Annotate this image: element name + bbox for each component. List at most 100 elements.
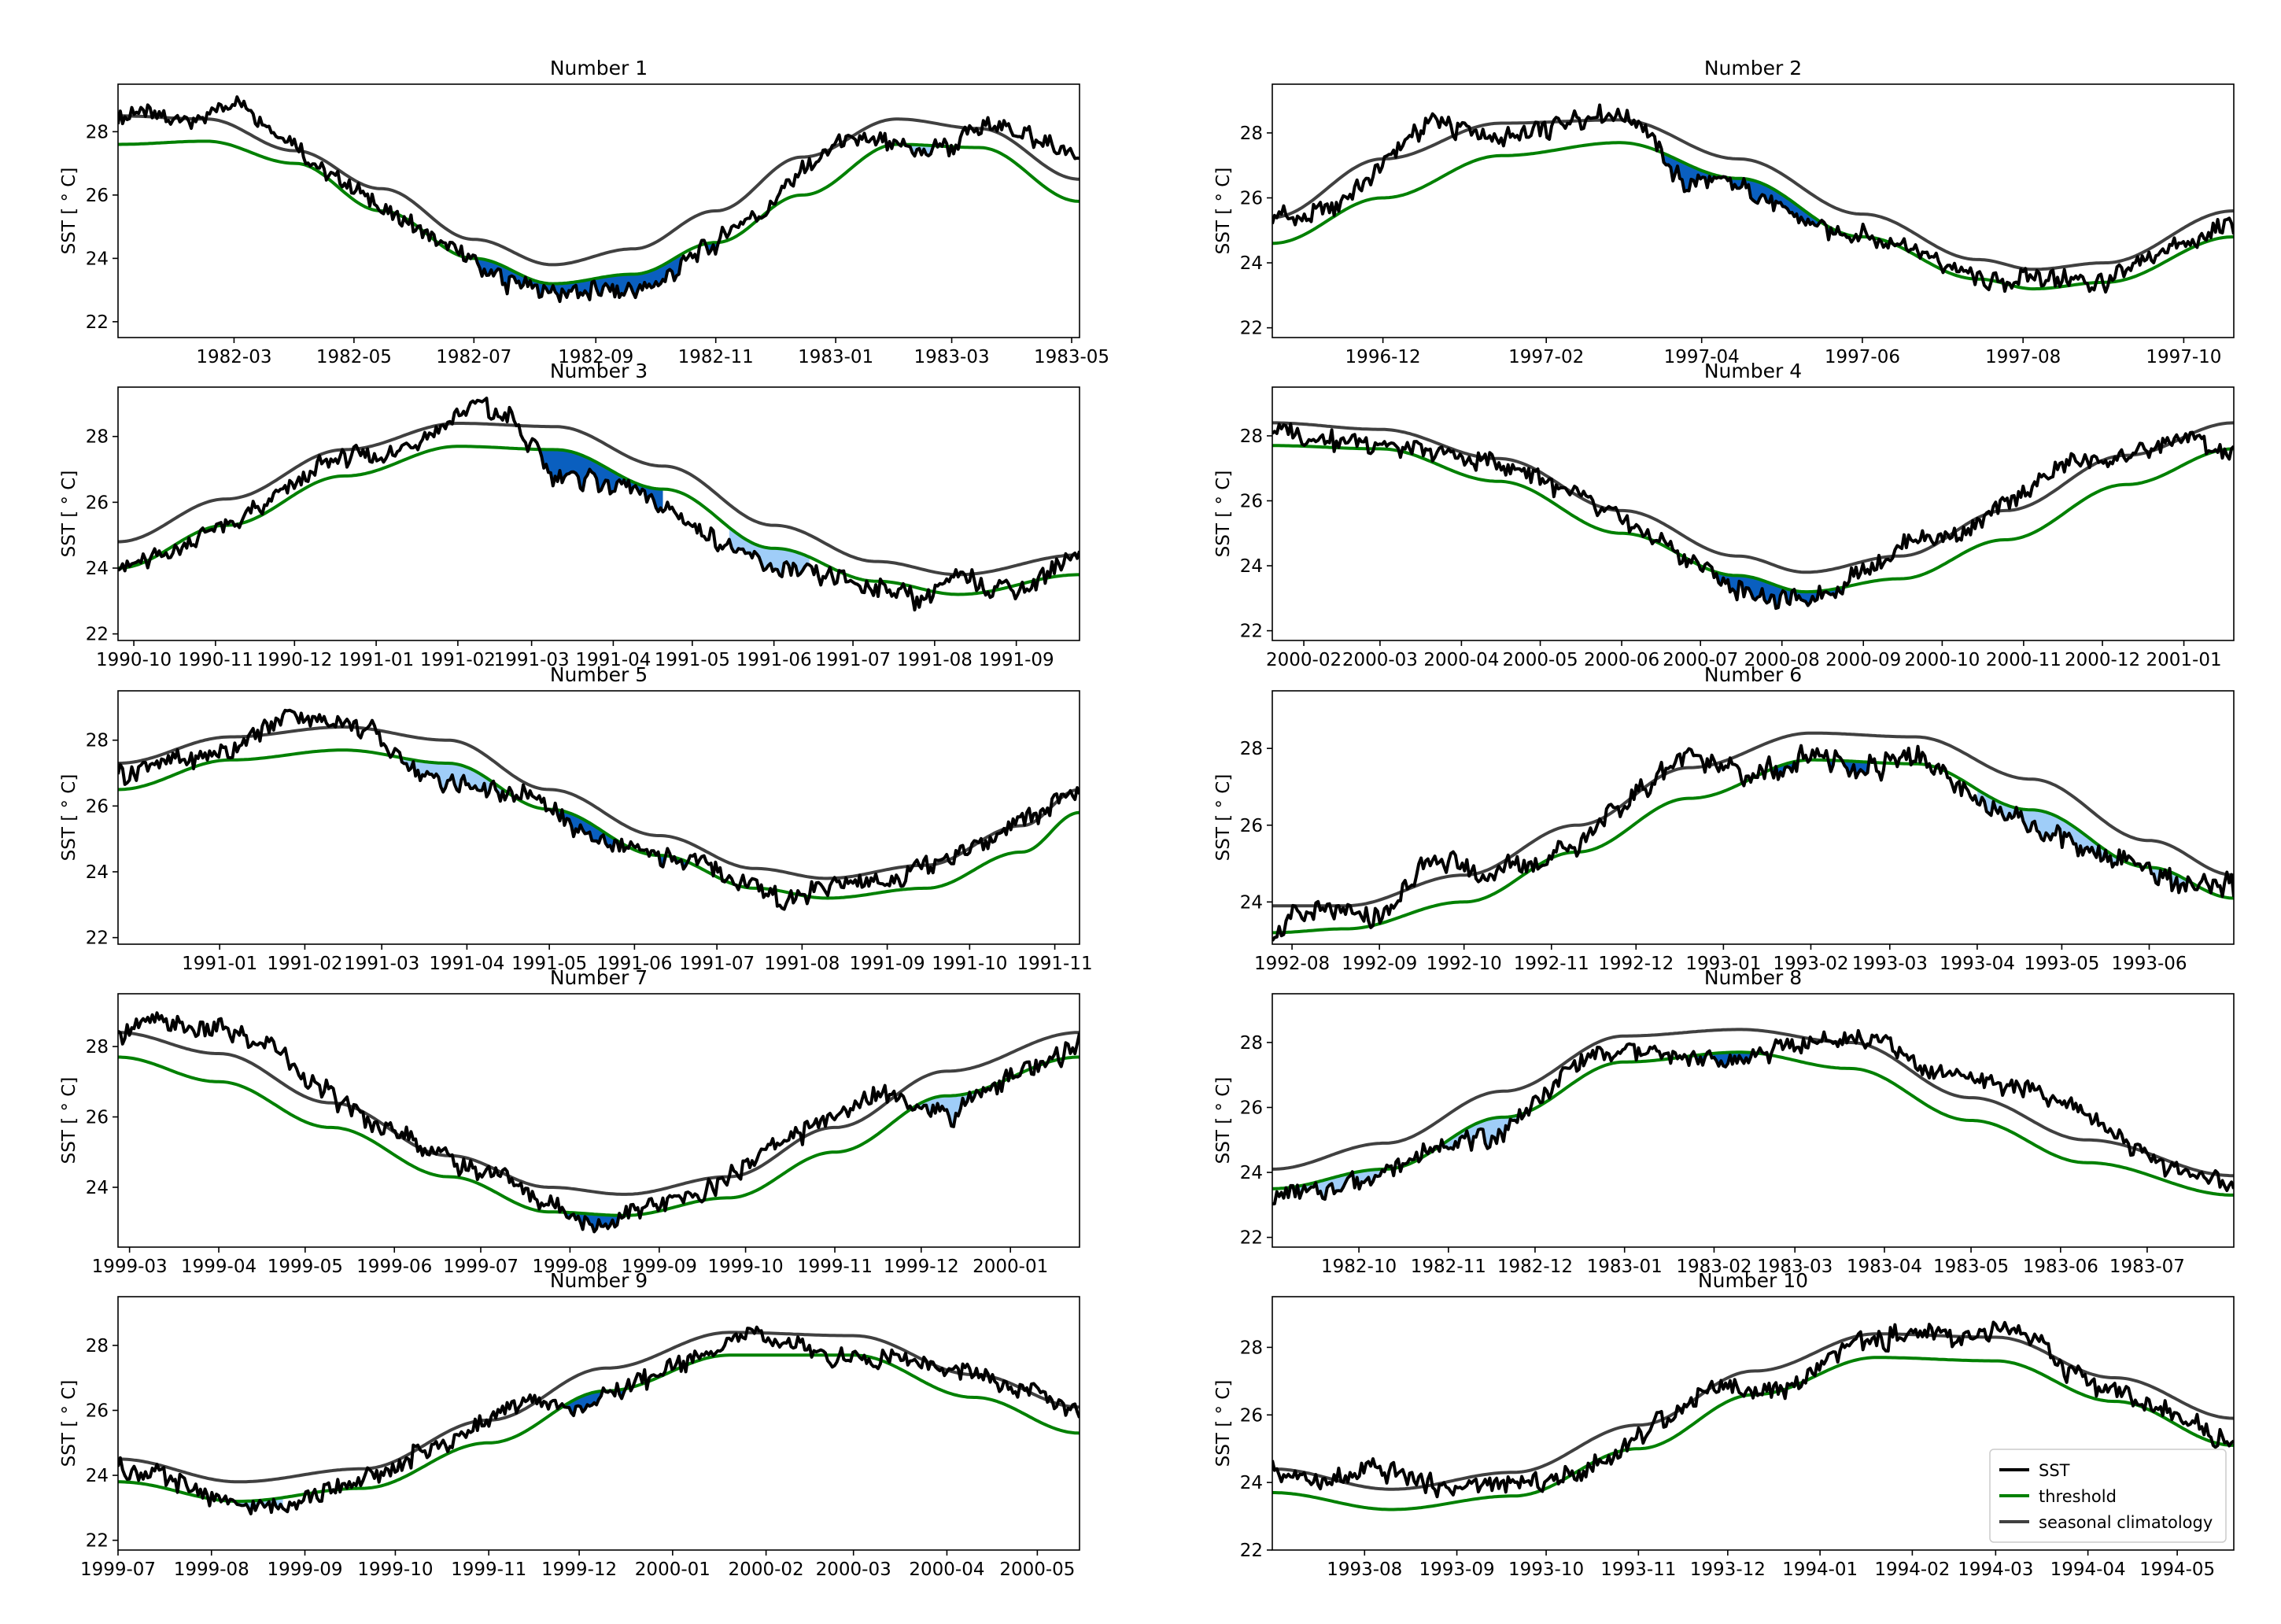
y-tick-label: 24	[86, 249, 109, 269]
y-axis-label: SST [ ° C]	[59, 1077, 79, 1164]
x-tick-label: 1999-11	[451, 1559, 526, 1580]
x-tick-label: 1990-11	[178, 650, 253, 670]
x-tick-label: 1997-04	[1664, 347, 1740, 367]
x-tick-label: 1982-11	[678, 347, 754, 367]
threshold-line	[1272, 141, 2234, 291]
y-tick-label: 26	[86, 1108, 109, 1128]
x-tick-label: 1991-09	[979, 650, 1054, 670]
y-tick-label: 24	[1240, 1163, 1263, 1183]
sst-line	[1272, 1320, 2234, 1499]
x-tick-label: 1997-06	[1825, 347, 1900, 367]
x-tick-label: 1983-02	[1676, 1257, 1751, 1277]
sst-line	[1272, 423, 2234, 611]
x-tick-label: 1993-05	[2024, 954, 2099, 974]
threshold-line	[118, 1055, 1080, 1217]
x-tick-label: 2000-02	[1266, 650, 1342, 670]
x-tick-label: 1991-08	[897, 650, 973, 670]
x-tick-label: 1982-05	[316, 347, 392, 367]
seasonal-climatology-line	[118, 422, 1080, 577]
x-tick-label: 2000-01	[973, 1257, 1048, 1277]
seasonal-climatology-line	[118, 114, 1080, 267]
event-fill-1	[463, 254, 681, 302]
panel-title: Number 4	[1704, 360, 1802, 382]
x-tick-label: 2000-04	[909, 1559, 984, 1580]
x-tick-label: 1999-09	[622, 1257, 697, 1277]
panel-title: Number 10	[1698, 1269, 1808, 1292]
y-tick-label: 24	[1240, 253, 1263, 274]
x-tick-label: 1992-09	[1342, 954, 1417, 974]
x-tick-label: 2000-03	[1342, 650, 1418, 670]
panel-title: Number 3	[550, 360, 648, 382]
x-tick-label: 1999-08	[174, 1559, 249, 1580]
threshold-line	[118, 445, 1080, 596]
x-tick-label: 1991-04	[429, 954, 504, 974]
sst-line	[118, 1325, 1080, 1515]
x-tick-label: 1991-05	[655, 650, 730, 670]
y-tick-label: 24	[86, 1178, 109, 1198]
x-tick-label: 1991-03	[494, 650, 570, 670]
x-tick-label: 1991-06	[596, 954, 672, 974]
y-tick-label: 24	[1240, 892, 1263, 913]
x-tick-label: 1991-01	[338, 650, 414, 670]
x-tick-label: 1999-05	[268, 1257, 343, 1277]
event-fill-2	[905, 1086, 991, 1127]
x-tick-label: 1991-08	[764, 954, 840, 974]
x-tick-label: 1991-03	[344, 954, 419, 974]
y-tick-label: 26	[86, 186, 109, 206]
x-tick-label: 1991-07	[679, 954, 755, 974]
threshold-line	[118, 1353, 1080, 1504]
axes-frame	[117, 690, 1080, 945]
x-tick-label: 1997-10	[2146, 347, 2221, 367]
threshold-line	[1272, 1050, 2234, 1197]
legend-label: SST	[2039, 1461, 2070, 1480]
y-tick-label: 22	[86, 625, 109, 645]
x-tick-label: 1993-10	[1508, 1559, 1584, 1580]
panel-6: 24 26 28 1992-08 1992-09 1992-10 1992-11 1992-1…	[1213, 663, 2235, 974]
x-tick-label: 1999-03	[92, 1257, 168, 1277]
axes-frame	[117, 83, 1080, 338]
y-tick-label: 26	[1240, 816, 1263, 836]
y-tick-label: 28	[86, 427, 109, 448]
x-tick-label: 2000-12	[2065, 650, 2140, 670]
y-tick-label: 26	[1240, 1405, 1263, 1426]
y-tick-label: 22	[86, 312, 109, 333]
y-axis-label: SST [ ° C]	[59, 168, 79, 255]
y-tick-label: 28	[1240, 1033, 1263, 1054]
panel-1: 22 24 26 28 1982-03 1982-05 1982-07 1982-09 1982…	[59, 57, 1109, 367]
panel-title: Number 8	[1704, 966, 1802, 989]
y-axis-label: SST [ ° C]	[1213, 168, 1234, 255]
x-tick-label: 2000-09	[1825, 650, 1901, 670]
legend-label: seasonal climatology	[2039, 1513, 2213, 1532]
event-fill-2	[1977, 789, 2188, 893]
legend: SST threshold seasonal climatology	[1989, 1449, 2227, 1543]
x-tick-label: 1993-08	[1327, 1559, 1402, 1580]
x-tick-label: 1999-06	[356, 1257, 432, 1277]
seasonal-climatology-line	[1272, 421, 2234, 574]
x-tick-label: 1992-08	[1254, 954, 1330, 974]
y-tick-label: 24	[1240, 1473, 1263, 1493]
event-fill-2	[550, 809, 686, 869]
x-tick-label: 1983-01	[1587, 1257, 1663, 1277]
y-tick-label: 28	[1240, 739, 1263, 759]
x-tick-label: 1983-03	[1757, 1257, 1833, 1277]
panel-8: 22 24 26 28 1982-10 1982-11 1982-12 1983-01 1983…	[1213, 966, 2235, 1277]
y-tick-label: 26	[1240, 188, 1263, 209]
x-tick-label: 1999-10	[708, 1257, 784, 1277]
sst-line	[118, 95, 1080, 304]
x-tick-label: 2000-06	[1584, 650, 1659, 670]
x-tick-label: 2000-01	[635, 1559, 711, 1580]
x-tick-label: 1993-06	[2111, 954, 2187, 974]
x-tick-label: 1983-06	[2023, 1257, 2098, 1277]
x-tick-label: 1999-07	[80, 1559, 156, 1580]
threshold-line	[118, 748, 1080, 900]
x-tick-label: 1983-01	[798, 347, 873, 367]
y-tick-label: 28	[1240, 426, 1263, 447]
axes-frame	[1272, 690, 2235, 945]
y-tick-label: 26	[86, 1401, 109, 1421]
sst-line	[118, 708, 1080, 911]
panel-3: 22 24 26 28 1990-10 1990-11 1990-12 1991-01 1991…	[59, 360, 1080, 670]
x-tick-label: 1999-10	[357, 1559, 433, 1580]
x-tick-label: 2000-05	[1503, 650, 1578, 670]
x-tick-label: 1982-10	[1321, 1257, 1397, 1277]
